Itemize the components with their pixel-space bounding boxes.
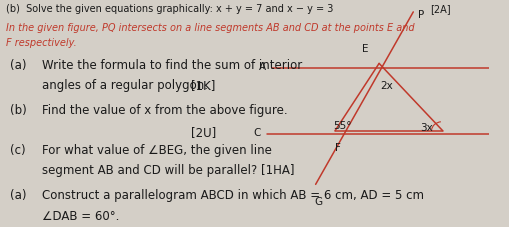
Text: [1K]: [1K]	[191, 79, 215, 92]
Text: (a): (a)	[11, 59, 27, 72]
Text: E: E	[361, 44, 368, 54]
Text: ∠DAB = 60°.: ∠DAB = 60°.	[42, 210, 119, 223]
Text: Write the formula to find the sum of interior: Write the formula to find the sum of int…	[42, 59, 302, 72]
Text: segment AB and CD will be parallel? [1HA]: segment AB and CD will be parallel? [1HA…	[42, 164, 294, 177]
Text: In the given figure, PQ intersects on a line segments AB and CD at the points E : In the given figure, PQ intersects on a …	[6, 23, 413, 33]
Text: F: F	[334, 143, 340, 153]
Text: (a): (a)	[11, 189, 27, 202]
Text: P: P	[417, 10, 423, 20]
Text: [2U]: [2U]	[191, 126, 216, 139]
Text: G: G	[314, 197, 322, 207]
Text: For what value of ∠BEG, the given line: For what value of ∠BEG, the given line	[42, 144, 271, 157]
Text: C: C	[253, 128, 261, 138]
Text: Find the value of x from the above figure.: Find the value of x from the above figur…	[42, 104, 287, 117]
Text: 3x: 3x	[420, 123, 433, 133]
Text: angles of a regular polygon.: angles of a regular polygon.	[42, 79, 208, 92]
Text: 2x: 2x	[379, 81, 392, 91]
Text: (b)  Solve the given equations graphically: x + y = 7 and x − y = 3: (b) Solve the given equations graphicall…	[6, 4, 332, 14]
Text: (c): (c)	[11, 144, 26, 157]
Text: A: A	[258, 62, 265, 72]
Text: [2A]: [2A]	[430, 4, 450, 14]
Text: 55°: 55°	[332, 121, 351, 131]
Text: (b): (b)	[11, 104, 27, 117]
Text: F respectively.: F respectively.	[6, 38, 76, 48]
Text: Construct a parallelogram ABCD in which AB = 6 cm, AD = 5 cm: Construct a parallelogram ABCD in which …	[42, 189, 423, 202]
